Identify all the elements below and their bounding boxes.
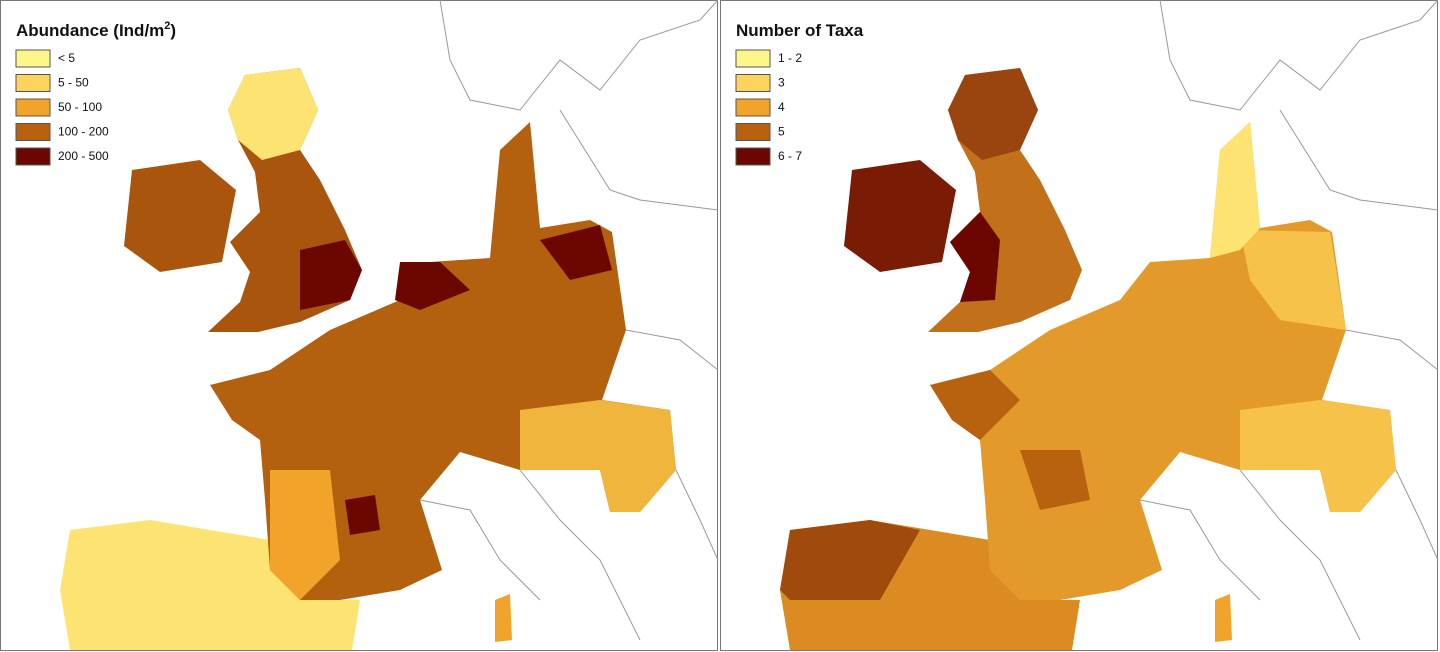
map-left (0, 0, 719, 651)
legend-swatch (735, 98, 771, 117)
coastline (1139, 0, 1439, 641)
legend-label: 6 - 7 (778, 149, 802, 163)
legend-swatch (15, 49, 51, 68)
legend-label: 4 (778, 100, 785, 114)
legend-swatch (735, 49, 771, 68)
legend-swatch (735, 74, 771, 92)
region (1240, 230, 1396, 512)
region (844, 160, 956, 272)
legend-swatch (15, 74, 51, 92)
legend-swatch (15, 123, 51, 141)
legend-label: 100 - 200 (58, 125, 109, 139)
legend-label: 1 - 2 (778, 51, 802, 65)
legend-swatch (15, 98, 51, 117)
region (300, 240, 362, 310)
panel-title: Number of Taxa (736, 21, 864, 40)
region (930, 370, 1090, 510)
region (780, 520, 920, 600)
legend-label: 200 - 500 (58, 149, 109, 163)
legend-swatch (735, 123, 771, 141)
map-right (720, 0, 1439, 651)
region (124, 160, 236, 272)
region (950, 212, 1000, 302)
title-part: Abundance (Ind/m (16, 21, 164, 40)
region (270, 470, 340, 600)
legend-label: 5 (778, 125, 785, 139)
region (345, 225, 612, 535)
region (495, 594, 512, 642)
title-part: ) (170, 21, 176, 40)
coastline (419, 0, 719, 641)
title-part: Number of Taxa (736, 21, 864, 40)
legend-label: 50 - 100 (58, 100, 102, 114)
legend-swatch (15, 147, 51, 166)
legend-label: 3 (778, 76, 785, 90)
legend-label: < 5 (58, 51, 75, 65)
region (520, 400, 676, 512)
legend-swatch (735, 147, 771, 166)
region (1215, 594, 1232, 642)
legend-label: 5 - 50 (58, 76, 89, 90)
title-part: 2 (164, 20, 170, 32)
panel-title: Abundance (Ind/m2) (16, 20, 176, 40)
